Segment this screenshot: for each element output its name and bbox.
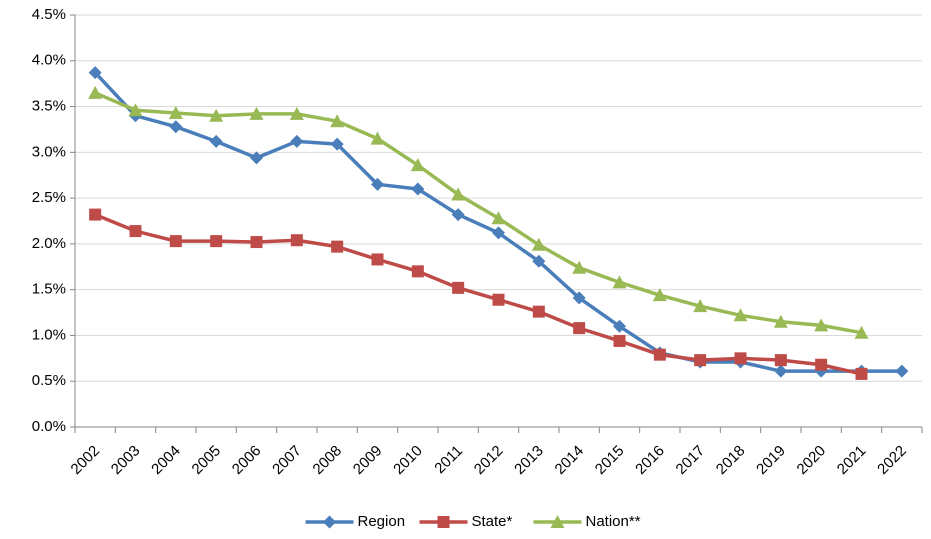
y-tick-label: 0.0%: [32, 418, 66, 435]
x-tick-label: 2002: [68, 442, 104, 478]
data-point: [289, 106, 304, 120]
data-point: [370, 131, 385, 145]
data-point: [129, 225, 142, 238]
x-tick-label: 2021: [834, 442, 870, 478]
data-point: [128, 103, 143, 117]
data-point: [330, 114, 345, 128]
x-tick-label: 2003: [108, 442, 144, 478]
data-point: [613, 319, 626, 333]
x-tick-label: 2019: [753, 442, 789, 478]
x-tick-label: 2017: [673, 442, 709, 478]
data-point: [290, 134, 304, 148]
data-point: [451, 208, 465, 222]
legend-marker: [323, 515, 336, 529]
data-point: [532, 254, 546, 268]
x-tick-label: 2011: [431, 442, 466, 477]
data-point: [411, 182, 425, 196]
data-point: [774, 354, 787, 367]
data-point: [572, 291, 586, 305]
data-point: [168, 105, 183, 119]
data-point: [210, 235, 223, 248]
data-point: [330, 137, 344, 151]
data-point: [169, 235, 182, 248]
data-point: [452, 281, 465, 294]
data-point: [209, 134, 223, 148]
data-point: [532, 305, 545, 318]
data-point: [612, 275, 627, 289]
x-tick-label: 2007: [269, 442, 305, 478]
data-point: [855, 367, 868, 380]
data-point: [613, 334, 626, 347]
data-point: [895, 364, 909, 378]
series-line: [94, 91, 862, 335]
x-tick-label: 2004: [148, 442, 184, 478]
y-tick-label: 2.0%: [32, 235, 66, 252]
data-point: [531, 237, 546, 251]
legend-label: Region: [358, 513, 406, 530]
y-tick-label: 4.0%: [32, 52, 66, 69]
legend-marker: [437, 516, 450, 528]
x-tick-label: 2018: [713, 442, 749, 478]
x-tick-label: 2013: [511, 442, 547, 478]
data-point: [290, 234, 303, 247]
data-point: [371, 253, 384, 266]
data-point: [694, 354, 707, 367]
x-tick-label: 2009: [350, 442, 386, 478]
data-point: [492, 226, 505, 240]
data-point: [371, 177, 384, 191]
data-point: [733, 308, 748, 322]
data-point: [451, 187, 466, 201]
x-tick-label: 2008: [310, 442, 346, 478]
data-point: [693, 299, 708, 313]
x-tick-label: 2006: [229, 442, 265, 478]
data-point: [209, 108, 224, 122]
x-tick-label: 2014: [552, 442, 588, 478]
data-point: [249, 106, 264, 120]
x-tick-label: 2005: [189, 442, 225, 478]
data-point: [88, 66, 102, 80]
x-tick-label: 2016: [632, 442, 668, 478]
x-tick-label: 2022: [874, 442, 910, 478]
data-point: [411, 265, 424, 278]
data-point: [89, 208, 102, 221]
y-tick-label: 0.5%: [32, 372, 66, 389]
data-point: [652, 288, 667, 302]
data-point: [814, 318, 829, 332]
x-tick-label: 2020: [794, 442, 830, 478]
x-tick-label: 2010: [390, 442, 426, 478]
legend-marker: [550, 515, 565, 528]
data-point: [734, 352, 747, 365]
data-point: [492, 293, 505, 306]
data-point: [491, 211, 506, 225]
legend-label: State*: [472, 513, 513, 530]
y-tick-label: 4.5%: [32, 6, 66, 23]
data-point: [773, 314, 788, 328]
data-point: [88, 85, 103, 99]
y-tick-label: 2.5%: [32, 189, 66, 206]
data-point: [410, 158, 425, 172]
series-line: [94, 212, 862, 376]
data-point: [572, 260, 587, 274]
y-tick-label: 3.5%: [32, 98, 66, 115]
data-point: [331, 240, 344, 253]
x-tick-label: 2012: [471, 442, 507, 478]
x-tick-label: 2015: [592, 442, 628, 478]
data-point: [774, 364, 788, 378]
data-point: [573, 322, 586, 335]
data-point: [854, 325, 869, 339]
data-point: [250, 236, 263, 249]
data-point: [815, 358, 828, 371]
data-point: [653, 348, 666, 361]
data-point: [250, 151, 263, 165]
y-tick-label: 1.0%: [32, 326, 66, 343]
y-tick-label: 3.0%: [32, 143, 66, 160]
y-tick-label: 1.5%: [32, 281, 66, 298]
legend-label: Nation**: [586, 513, 641, 530]
data-point: [169, 120, 183, 134]
